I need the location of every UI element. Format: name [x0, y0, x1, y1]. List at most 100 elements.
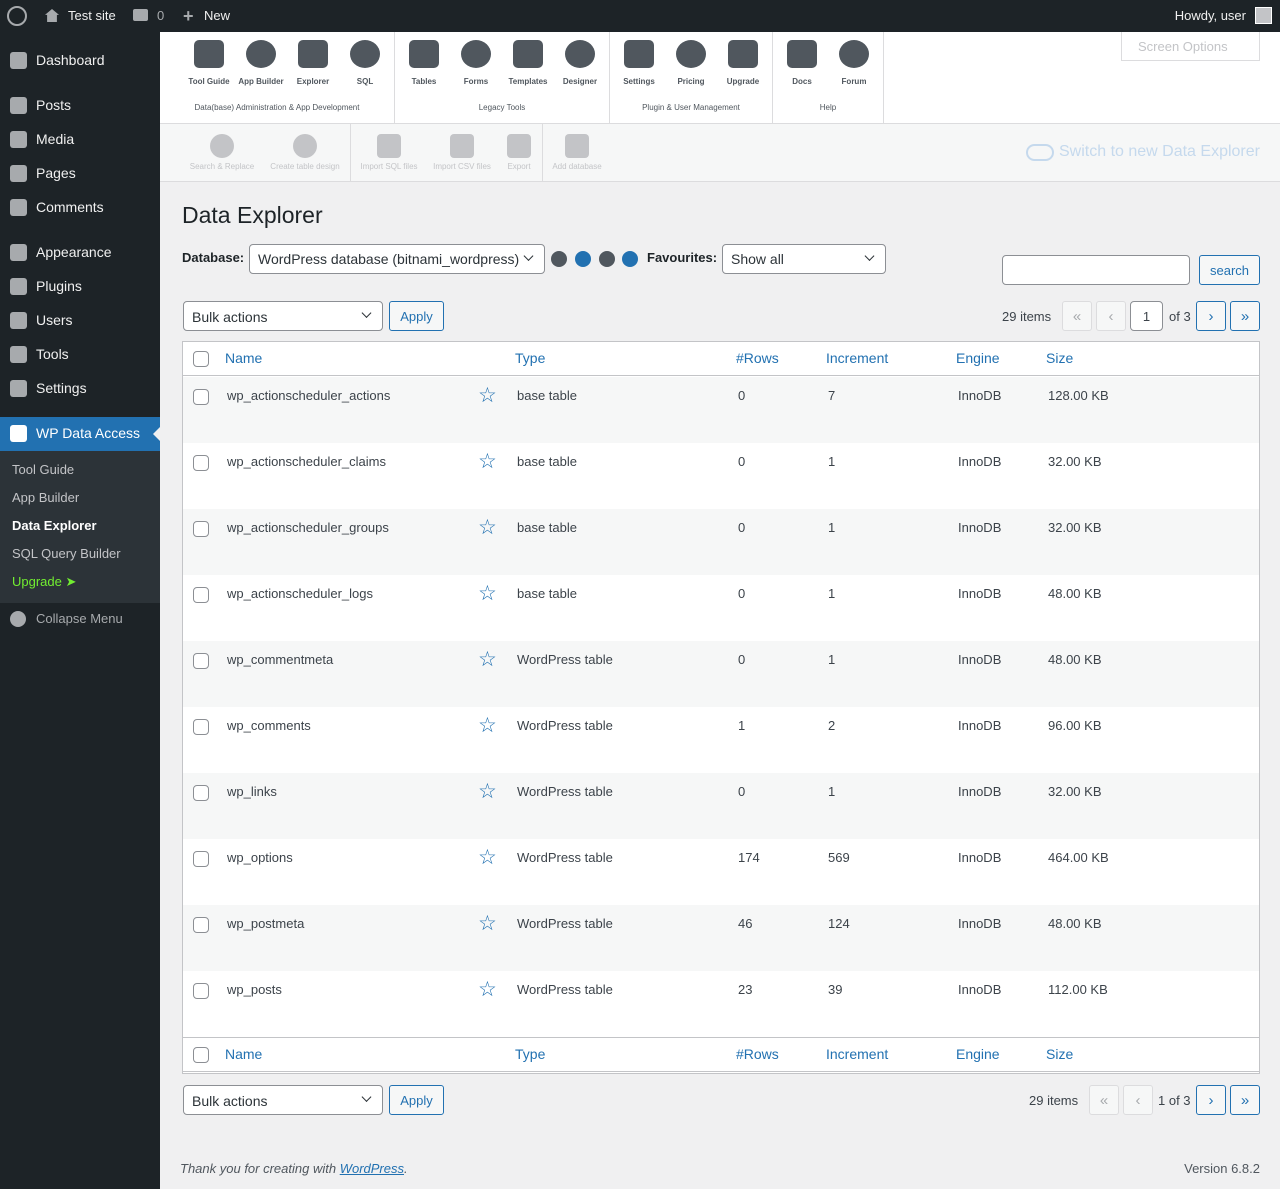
favourite-star[interactable]: ☆: [478, 978, 497, 1001]
footer-link[interactable]: WordPress: [339, 1161, 404, 1176]
checkbox[interactable]: [193, 351, 209, 367]
menu-item[interactable]: Plugins: [36, 278, 82, 294]
tool-label[interactable]: Forms: [463, 77, 489, 86]
tool-icon[interactable]: [194, 40, 224, 68]
apply-button[interactable]: Apply: [389, 301, 444, 331]
menu-item[interactable]: Appearance: [36, 244, 112, 260]
tool-label[interactable]: Settings: [623, 77, 655, 86]
tool-icon[interactable]: [676, 40, 706, 68]
column-header[interactable]: #Rows: [736, 350, 779, 366]
page-button[interactable]: »: [1230, 301, 1260, 331]
tool-label[interactable]: Templates: [508, 77, 548, 86]
page-button[interactable]: »: [1230, 1085, 1260, 1115]
menu-item[interactable]: Comments: [36, 199, 104, 215]
howdy[interactable]: Howdy, user: [1174, 8, 1246, 23]
column-header[interactable]: #Rows: [736, 1046, 779, 1062]
column-header[interactable]: Type: [515, 350, 546, 366]
page-button[interactable]: ›: [1196, 301, 1226, 331]
tool-icon[interactable]: [787, 40, 817, 68]
column-header[interactable]: Size: [1046, 1046, 1074, 1062]
checkbox[interactable]: [193, 1047, 209, 1063]
menu-item[interactable]: Users: [36, 312, 73, 328]
checkbox[interactable]: [193, 653, 209, 669]
column-header[interactable]: Engine: [956, 350, 1000, 366]
secondary-label[interactable]: Export: [507, 162, 531, 171]
search-input[interactable]: [1002, 255, 1190, 285]
site-name[interactable]: Test site: [68, 8, 116, 23]
tool-icon[interactable]: [565, 40, 595, 68]
secondary-label[interactable]: Import SQL files: [360, 162, 418, 171]
submenu-item[interactable]: Data Explorer: [12, 518, 97, 533]
menu-item[interactable]: Media: [36, 131, 75, 147]
favourite-star[interactable]: ☆: [478, 912, 497, 935]
tool-label[interactable]: Designer: [562, 77, 598, 86]
column-header[interactable]: Size: [1046, 350, 1074, 366]
tool-label[interactable]: App Builder: [238, 77, 284, 86]
tool-icon[interactable]: [624, 40, 654, 68]
secondary-label[interactable]: Import CSV files: [433, 162, 491, 171]
db-action[interactable]: [575, 251, 591, 267]
menu-item[interactable]: Dashboard: [36, 52, 105, 68]
menu-item[interactable]: Tools: [36, 346, 69, 362]
new-link[interactable]: New: [204, 8, 231, 23]
fav-select[interactable]: Show all: [722, 244, 886, 274]
tool-label[interactable]: Docs: [792, 77, 812, 86]
tool-label[interactable]: Explorer: [296, 77, 330, 86]
submenu-item[interactable]: App Builder: [12, 490, 80, 505]
checkbox[interactable]: [193, 785, 209, 801]
tool-label[interactable]: Tool Guide: [188, 77, 230, 86]
column-header[interactable]: Type: [515, 1046, 546, 1062]
favourite-star[interactable]: ☆: [478, 582, 497, 605]
db-select[interactable]: WordPress database (bitnami_wordpress): [249, 244, 545, 274]
checkbox[interactable]: [193, 851, 209, 867]
tool-icon[interactable]: [350, 40, 380, 68]
column-header[interactable]: Increment: [826, 350, 889, 366]
comment-count[interactable]: 0: [157, 8, 165, 23]
column-header[interactable]: Name: [225, 1046, 263, 1062]
tool-icon[interactable]: [728, 40, 758, 68]
tool-label[interactable]: Tables: [411, 77, 437, 86]
tool-icon[interactable]: [839, 40, 869, 68]
tool-label[interactable]: Upgrade: [726, 77, 760, 86]
favourite-star[interactable]: ☆: [478, 780, 497, 803]
secondary-label[interactable]: Add database: [552, 162, 602, 171]
checkbox[interactable]: [193, 983, 209, 999]
switch-label[interactable]: Switch to new Data Explorer: [1059, 143, 1260, 160]
tool-label[interactable]: Pricing: [677, 77, 705, 86]
db-action[interactable]: [622, 251, 638, 267]
checkbox[interactable]: [193, 389, 209, 405]
favourite-star[interactable]: ☆: [478, 516, 497, 539]
secondary-label[interactable]: Create table design: [270, 162, 340, 171]
screen-options[interactable]: Screen Options: [1121, 32, 1260, 61]
favourite-star[interactable]: ☆: [478, 450, 497, 473]
menu-item[interactable]: Posts: [36, 97, 72, 113]
bulk-select[interactable]: Bulk actions: [183, 301, 383, 331]
db-action[interactable]: [551, 251, 567, 267]
db-action[interactable]: [599, 251, 615, 267]
checkbox[interactable]: [193, 917, 209, 933]
checkbox[interactable]: [193, 455, 209, 471]
checkbox[interactable]: [193, 587, 209, 603]
apply-button[interactable]: Apply: [389, 1085, 444, 1115]
column-header[interactable]: Increment: [826, 1046, 889, 1062]
tool-icon[interactable]: [513, 40, 543, 68]
tool-icon[interactable]: [246, 40, 276, 68]
favourite-star[interactable]: ☆: [478, 714, 497, 737]
submenu-item[interactable]: Tool Guide: [12, 462, 75, 477]
collapse-menu[interactable]: Collapse Menu: [36, 611, 123, 626]
favourite-star[interactable]: ☆: [478, 846, 497, 869]
page-input[interactable]: 1: [1130, 301, 1163, 331]
menu-item[interactable]: Settings: [36, 380, 87, 396]
favourite-star[interactable]: ☆: [478, 648, 497, 671]
secondary-label[interactable]: Search & Replace: [189, 162, 255, 171]
tool-icon[interactable]: [298, 40, 328, 68]
submenu-item[interactable]: Upgrade ➤: [12, 574, 77, 589]
search-button[interactable]: search: [1199, 255, 1260, 285]
page-button[interactable]: ›: [1196, 1085, 1226, 1115]
checkbox[interactable]: [193, 719, 209, 735]
tool-icon[interactable]: [461, 40, 491, 68]
tool-label[interactable]: SQL: [356, 77, 374, 86]
column-header[interactable]: Name: [225, 350, 263, 366]
tool-icon[interactable]: [409, 40, 439, 68]
tool-label[interactable]: Forum: [841, 77, 867, 86]
